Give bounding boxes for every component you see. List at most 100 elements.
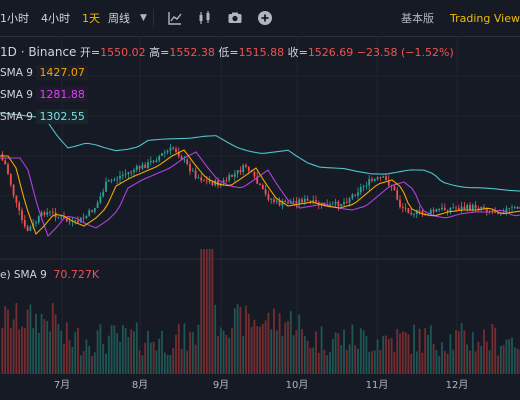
- add-icon[interactable]: [254, 7, 276, 29]
- timeframe-4h[interactable]: 4小时: [41, 12, 70, 25]
- candle-body: [418, 210, 421, 212]
- month-axis-label: 8月: [132, 379, 148, 391]
- candle-body: [469, 204, 471, 210]
- candle-body: [247, 166, 250, 171]
- candle-body: [205, 180, 208, 182]
- candle-body: [387, 180, 390, 186]
- candle-body: [158, 155, 161, 161]
- candle-body: [438, 209, 441, 211]
- volume-bar: [343, 329, 345, 374]
- candle-body: [110, 180, 113, 182]
- volume-bar: [317, 352, 320, 374]
- candle-body: [513, 206, 516, 208]
- candle-body: [85, 215, 88, 218]
- volume-bar: [105, 353, 107, 374]
- candle-body: [102, 191, 105, 197]
- ma-legend-3[interactable]: SMA 9 1302.55: [0, 109, 88, 124]
- ma-legend-2[interactable]: SMA 9 1281.88: [0, 87, 88, 102]
- candle-body: [452, 207, 455, 209]
- volume-bar: [471, 331, 474, 374]
- volume-bar: [407, 334, 410, 374]
- candle-body: [191, 170, 194, 172]
- volume-bar: [233, 308, 236, 374]
- candle-body: [359, 187, 362, 193]
- candle-body: [194, 170, 197, 179]
- volume-bar: [133, 331, 135, 374]
- candle-body: [365, 185, 368, 187]
- volume-bar: [68, 340, 71, 374]
- candle-body: [121, 174, 124, 176]
- volume-bar: [270, 329, 273, 374]
- candle-body: [40, 212, 43, 217]
- volume-bar: [256, 326, 259, 374]
- volume-bar: [208, 249, 211, 374]
- basic-view-button[interactable]: 基本版: [401, 12, 435, 25]
- high-label: 高=: [149, 46, 170, 59]
- volume-legend[interactable]: e) SMA 9 70.727K: [0, 268, 102, 281]
- volume-bar: [12, 319, 15, 374]
- candle-body: [4, 160, 7, 165]
- volume-bar: [480, 346, 483, 374]
- volume-bar: [214, 304, 217, 374]
- ma-2-value: 1281.88: [36, 87, 88, 102]
- candle-body: [15, 195, 18, 203]
- high-value: 1552.38: [169, 46, 215, 59]
- week-dropdown[interactable]: 周线 ▼: [106, 10, 147, 26]
- volume-bar: [415, 351, 418, 374]
- volume-bar: [18, 329, 21, 374]
- volume-bar: [275, 330, 278, 374]
- volume-bar: [287, 321, 289, 374]
- candle-body: [68, 221, 71, 223]
- candle-body: [382, 176, 385, 178]
- volume-bar: [107, 335, 110, 374]
- volume-bar: [418, 328, 421, 374]
- volume-bar: [368, 352, 371, 374]
- candlestick-icon[interactable]: [194, 7, 216, 29]
- volume-bar: [354, 345, 357, 374]
- volume-bar: [110, 325, 113, 374]
- volume-bar: [443, 351, 446, 374]
- candle-body: [264, 189, 267, 195]
- month-axis-label: 11月: [366, 379, 389, 391]
- volume-bar: [166, 354, 169, 374]
- volume-bar: [315, 331, 317, 374]
- candle-body: [256, 176, 259, 184]
- volume-bar: [323, 349, 326, 374]
- candle-body: [138, 166, 141, 169]
- candle-body: [77, 220, 79, 223]
- volume-bar: [390, 337, 393, 374]
- candle-body: [435, 209, 438, 212]
- volume-bar: [376, 339, 379, 374]
- candle-body: [119, 175, 121, 179]
- timeframe-1h[interactable]: 1小时: [0, 12, 29, 25]
- candle-body: [407, 208, 410, 214]
- candle-body: [130, 172, 133, 173]
- month-axis-label: 10月: [286, 379, 309, 391]
- volume-bar: [427, 334, 429, 374]
- candle-body: [242, 165, 245, 173]
- candle-body: [93, 208, 96, 212]
- volume-label: e) SMA 9: [0, 269, 47, 281]
- candle-body: [292, 200, 295, 202]
- change-value: −23.58 (−1.52%): [356, 46, 454, 59]
- indicators-icon[interactable]: [164, 7, 186, 29]
- volume-bar: [247, 313, 250, 374]
- ma-legend-1[interactable]: SMA 9 1427.07: [0, 65, 88, 80]
- volume-bar: [197, 324, 200, 374]
- volume-bar: [175, 334, 177, 374]
- timeframe-1d[interactable]: 1天: [82, 12, 100, 25]
- volume-bar: [469, 350, 471, 374]
- candle-body: [23, 220, 26, 227]
- volume-bar: [329, 351, 331, 374]
- candle-body: [225, 180, 228, 181]
- volume-bar: [413, 324, 415, 374]
- volume-bar: [138, 350, 141, 374]
- volume-bar: [186, 350, 189, 374]
- candle-body: [1, 154, 4, 161]
- candle-body: [161, 153, 163, 156]
- candle-body: [329, 204, 331, 206]
- tradingview-button[interactable]: Trading View: [450, 11, 520, 25]
- camera-icon[interactable]: [224, 7, 246, 29]
- low-label: 低=: [218, 46, 239, 59]
- candle-body: [443, 207, 446, 210]
